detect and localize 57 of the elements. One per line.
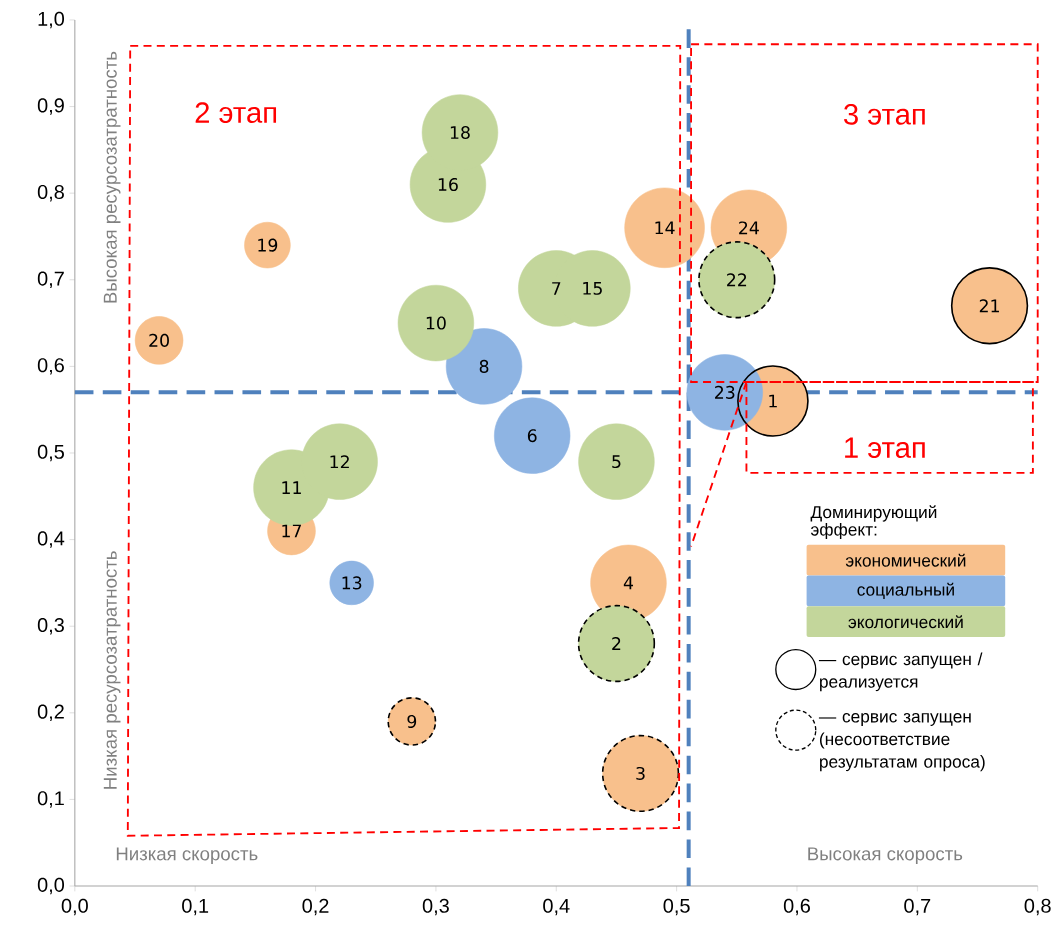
text: экономический (845, 553, 966, 567)
y-tick-label: 0,5 (37, 444, 64, 462)
x-tick-label: 0,1 (182, 898, 209, 916)
annotation: 18 (450, 126, 470, 140)
annotation: 8 (479, 359, 489, 373)
text: социальный (857, 582, 954, 600)
x-tick-label: 0,0 (61, 898, 88, 916)
x-tick-label: 0,2 (302, 898, 329, 916)
annotation: Высокая скорость (808, 847, 963, 865)
annotation: 22 (727, 273, 747, 287)
x-tick-label: 0,8 (1024, 898, 1051, 916)
legend-label: — сервис запущен / реализуется (818, 652, 983, 692)
y-tick-label: 0,2 (37, 704, 64, 722)
annotation: 10 (426, 316, 446, 330)
x-tick-label: 0,4 (543, 898, 570, 916)
annotation: 6 (527, 429, 537, 443)
annotation: 5 (612, 455, 621, 469)
y-tick-label: 0,8 (37, 184, 64, 202)
annotation: 11 (282, 481, 301, 494)
annotation: Низкая ресурсозатратность (103, 551, 121, 789)
annotation: 19 (258, 238, 278, 252)
x-tick-label: 0,6 (783, 898, 810, 916)
y-tick-label: 1,0 (38, 11, 65, 29)
annotation: 9 (407, 714, 417, 729)
annotation: 7 (552, 282, 561, 295)
annotation: 4 (623, 576, 634, 590)
annotation: 3 этап (844, 104, 925, 125)
annotation: 1 этап (845, 437, 925, 459)
x-tick-label: 0,5 (663, 898, 690, 916)
legend-title: Доминирующий эффект: (810, 505, 937, 540)
y-tick-label: 0,9 (37, 98, 64, 115)
annotation: 2 (612, 637, 621, 650)
y-tick-label: 0,1 (37, 791, 64, 808)
annotation: 17 (282, 524, 302, 538)
annotation: 2 этап (195, 102, 277, 124)
x-tick-label: 0,7 (904, 898, 931, 916)
y-tick-label: 0,0 (37, 877, 65, 895)
annotation: 13 (342, 576, 362, 590)
y-tick-label: 0,3 (37, 617, 64, 635)
annotation: 16 (438, 178, 458, 192)
annotation: 14 (655, 221, 675, 235)
annotation: Высокая ресурсозатратность (103, 51, 121, 303)
annotation: 23 (715, 385, 735, 399)
annotation: Низкая скорость (116, 847, 258, 865)
text: экологический (848, 615, 963, 629)
annotation: 20 (149, 333, 169, 347)
annotation: 1 (769, 394, 777, 408)
y-tick-label: 0,6 (37, 358, 64, 375)
x-tick-label: 0,3 (422, 898, 449, 916)
annotation: 24 (739, 221, 759, 235)
legend-label: — сервис запущен (несоответствие результатам опроса) (818, 713, 985, 772)
annotation: 3 (636, 766, 645, 781)
y-tick-label: 0,4 (37, 531, 65, 548)
y-tick-label: 0,7 (37, 271, 64, 289)
annotation: 21 (979, 299, 999, 313)
annotation: 15 (583, 282, 602, 295)
annotation: 12 (330, 455, 349, 469)
